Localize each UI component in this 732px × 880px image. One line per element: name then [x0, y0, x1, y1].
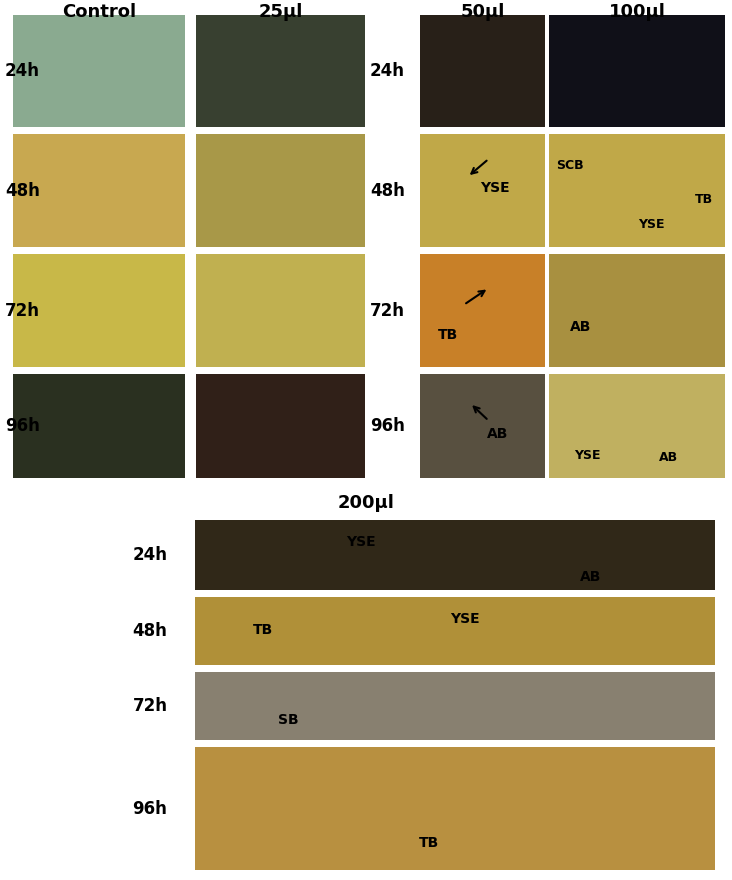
Text: AB: AB — [659, 451, 679, 464]
Text: 72h: 72h — [132, 697, 168, 715]
Text: 48h: 48h — [132, 622, 168, 640]
Text: 96h: 96h — [370, 417, 405, 435]
Text: TB: TB — [438, 328, 458, 342]
Text: 100μl: 100μl — [608, 3, 665, 21]
Text: YSE: YSE — [346, 535, 376, 549]
Text: TB: TB — [253, 623, 273, 636]
Text: 48h: 48h — [5, 181, 40, 200]
Text: 72h: 72h — [5, 302, 40, 319]
Text: YSE: YSE — [575, 449, 601, 462]
Text: 50μl: 50μl — [460, 3, 504, 21]
Text: YSE: YSE — [451, 612, 480, 626]
Text: TB: TB — [695, 193, 713, 206]
Text: SB: SB — [278, 713, 299, 727]
Text: 24h: 24h — [5, 62, 40, 80]
Text: AB: AB — [580, 570, 601, 584]
Text: Control: Control — [62, 3, 136, 21]
Text: 24h: 24h — [370, 62, 405, 80]
Text: 200μl: 200μl — [337, 494, 395, 512]
Text: 96h: 96h — [132, 800, 168, 818]
Text: SCB: SCB — [556, 159, 584, 172]
Text: 72h: 72h — [370, 302, 405, 319]
Text: TB: TB — [419, 836, 439, 850]
Text: 48h: 48h — [370, 181, 405, 200]
Text: AB: AB — [570, 320, 591, 334]
Text: YSE: YSE — [480, 181, 509, 195]
Text: 96h: 96h — [5, 417, 40, 435]
Text: 25μl: 25μl — [258, 3, 303, 21]
Text: YSE: YSE — [638, 218, 665, 231]
Text: 24h: 24h — [132, 546, 168, 564]
Text: AB: AB — [487, 428, 508, 442]
